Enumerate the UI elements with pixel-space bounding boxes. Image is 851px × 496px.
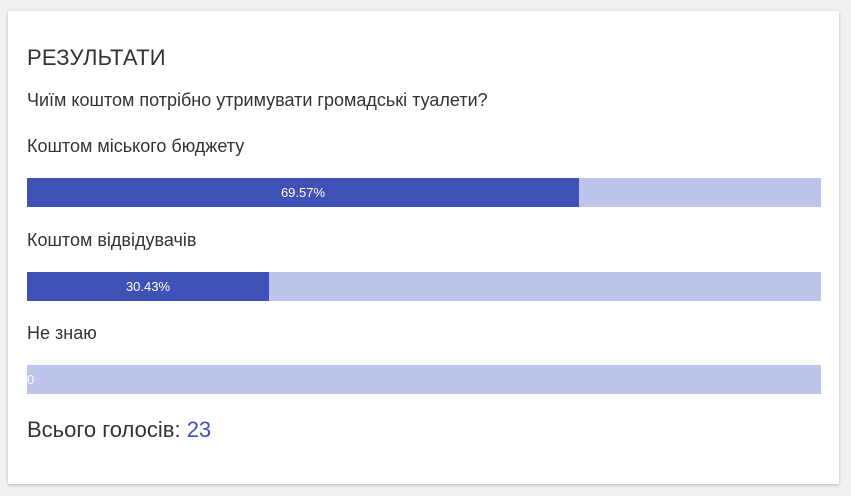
result-bar-city-budget: 69.57% xyxy=(27,178,821,207)
result-percent-label: 30.43% xyxy=(125,279,171,294)
result-bar-dont-know: 0 xyxy=(27,365,821,394)
option-label-dont-know: Не знаю xyxy=(27,323,97,343)
poll-question: Чиїм коштом потрібно утримувати громадсь… xyxy=(27,90,488,110)
option-label-visitors: Коштом відвідувачів xyxy=(27,230,197,250)
results-heading: РЕЗУЛЬТАТИ xyxy=(27,45,166,70)
total-votes-label: Всього голосів: xyxy=(27,417,181,442)
result-percent-label: 0 xyxy=(27,372,35,387)
option-label-city-budget: Коштом міського бюджету xyxy=(27,136,245,156)
total-votes-count: 23 xyxy=(186,417,212,442)
result-percent-label: 69.57% xyxy=(280,185,326,200)
poll-results-card: РЕЗУЛЬТАТИ Чиїм коштом потрібно утримува… xyxy=(8,11,839,484)
result-bar-fill xyxy=(27,178,579,207)
result-bar-fill xyxy=(27,272,269,301)
total-votes: Всього голосів: 23 xyxy=(27,417,211,443)
result-bar-visitors: 30.43% xyxy=(27,272,821,301)
